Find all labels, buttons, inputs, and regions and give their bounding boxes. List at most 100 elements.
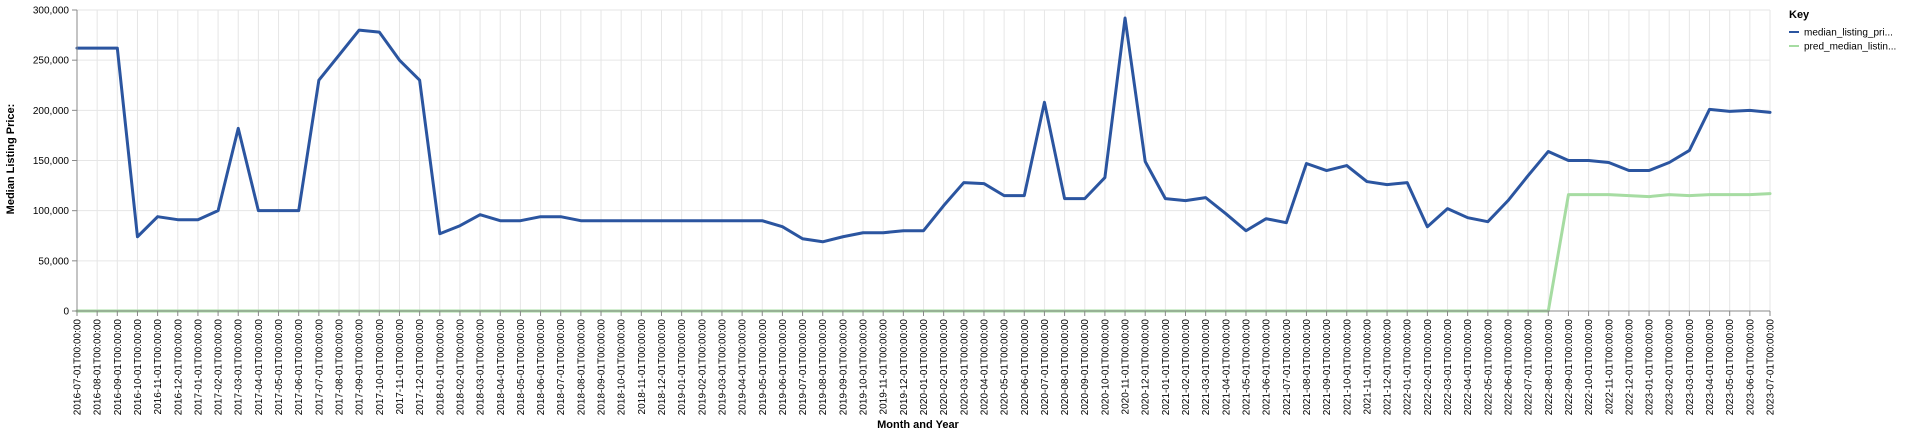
- y-axis-title: Median Listing Price:: [5, 104, 17, 215]
- x-tick-label: 2019-10-01T00:00:00: [859, 319, 870, 416]
- x-tick-label: 2019-01-01T00:00:00: [677, 319, 688, 416]
- x-tick-label: 2023-04-01T00:00:00: [1705, 319, 1716, 416]
- legend: Key median_listing_pri... pred_median_list…: [1789, 9, 1896, 53]
- x-tick-label: 2021-01-01T00:00:00: [1161, 319, 1172, 416]
- x-tick-label: 2018-07-01T00:00:00: [556, 319, 567, 416]
- x-tick-label: 2022-02-01T00:00:00: [1423, 319, 1434, 416]
- x-tick-label: 2022-11-01T00:00:00: [1604, 319, 1615, 415]
- x-tick-label: 2016-11-01T00:00:00: [153, 319, 164, 415]
- x-tick-label: 2017-05-01T00:00:00: [274, 319, 285, 416]
- x-tick-label: 2020-08-01T00:00:00: [1060, 319, 1071, 416]
- y-tick-label: 250,000: [33, 56, 70, 67]
- x-tick-label: 2020-11-01T00:00:00: [1121, 319, 1132, 415]
- x-tick-label: 2022-06-01T00:00:00: [1503, 319, 1514, 416]
- y-tick-label: 300,000: [33, 6, 70, 17]
- x-tick-label: 2020-07-01T00:00:00: [1040, 319, 1051, 416]
- x-tick-label: 2021-06-01T00:00:00: [1262, 319, 1273, 416]
- x-tick-label: 2020-03-01T00:00:00: [959, 319, 970, 416]
- x-tick-label: 2020-12-01T00:00:00: [1141, 319, 1152, 416]
- x-tick-label: 2018-09-01T00:00:00: [597, 319, 608, 416]
- x-tick-label: 2017-04-01T00:00:00: [254, 319, 265, 416]
- x-axis-title: Month and Year: [877, 419, 959, 431]
- y-tick-label: 200,000: [33, 106, 70, 117]
- legend-label: median_listing_pri...: [1804, 28, 1893, 39]
- legend-label: pred_median_listin...: [1804, 42, 1896, 53]
- x-tick-label: 2018-06-01T00:00:00: [536, 319, 547, 416]
- x-tick-label: 2017-09-01T00:00:00: [355, 319, 366, 416]
- x-tick-label: 2020-10-01T00:00:00: [1100, 319, 1111, 416]
- x-tick-label: 2023-02-01T00:00:00: [1665, 319, 1676, 416]
- x-tick-label: 2021-04-01T00:00:00: [1221, 319, 1232, 416]
- x-tick-label: 2017-08-01T00:00:00: [335, 319, 346, 416]
- x-tick-label: 2020-06-01T00:00:00: [1020, 319, 1031, 416]
- x-tick-label: 2021-10-01T00:00:00: [1342, 319, 1353, 416]
- x-tick-label: 2020-01-01T00:00:00: [919, 319, 930, 416]
- x-tick-label: 2022-10-01T00:00:00: [1584, 319, 1595, 416]
- x-tick-label: 2018-03-01T00:00:00: [476, 319, 487, 416]
- x-tick-label: 2018-12-01T00:00:00: [657, 319, 668, 416]
- x-tick-label: 2019-05-01T00:00:00: [758, 319, 769, 416]
- x-tick-label: 2023-05-01T00:00:00: [1725, 319, 1736, 416]
- x-tick-label: 2017-02-01T00:00:00: [214, 319, 225, 416]
- x-tick-label: 2017-07-01T00:00:00: [314, 319, 325, 416]
- x-tick-label: 2022-07-01T00:00:00: [1524, 319, 1535, 416]
- x-tick-label: 2019-08-01T00:00:00: [818, 319, 829, 416]
- x-tick-label: 2017-03-01T00:00:00: [234, 319, 245, 416]
- x-tick-label: 2022-12-01T00:00:00: [1624, 319, 1635, 416]
- x-tick-label: 2019-06-01T00:00:00: [778, 319, 789, 416]
- x-tick-label: 2019-02-01T00:00:00: [697, 319, 708, 416]
- x-tick-label: 2018-02-01T00:00:00: [455, 319, 466, 416]
- x-tick-label: 2018-04-01T00:00:00: [496, 319, 507, 416]
- x-tick-label: 2021-02-01T00:00:00: [1181, 319, 1192, 416]
- x-tick-label: 2022-01-01T00:00:00: [1403, 319, 1414, 416]
- x-tick-label: 2023-06-01T00:00:00: [1745, 319, 1756, 416]
- x-tick-label: 2019-03-01T00:00:00: [717, 319, 728, 416]
- y-tick-label: 100,000: [33, 206, 70, 217]
- x-tick-label: 2019-04-01T00:00:00: [738, 319, 749, 416]
- x-tick-label: 2021-12-01T00:00:00: [1383, 319, 1394, 416]
- x-tick-label: 2020-09-01T00:00:00: [1080, 319, 1091, 416]
- x-tick-label: 2016-07-01T00:00:00: [73, 319, 84, 416]
- y-tick-label: 150,000: [33, 156, 70, 167]
- x-tick-label: 2018-01-01T00:00:00: [435, 319, 446, 416]
- x-tick-label: 2021-08-01T00:00:00: [1302, 319, 1313, 416]
- x-tick-label: 2017-01-01T00:00:00: [193, 319, 204, 416]
- x-tick-label: 2022-09-01T00:00:00: [1564, 319, 1575, 416]
- x-tick-label: 2023-01-01T00:00:00: [1645, 319, 1656, 416]
- x-tick-label: 2018-08-01T00:00:00: [576, 319, 587, 416]
- x-tick-label: 2022-04-01T00:00:00: [1463, 319, 1474, 416]
- x-tick-label: 2020-05-01T00:00:00: [1000, 319, 1011, 416]
- x-tick-label: 2017-11-01T00:00:00: [395, 319, 406, 415]
- y-tick-label: 0: [63, 307, 69, 318]
- x-tick-label: 2018-10-01T00:00:00: [617, 319, 628, 416]
- x-tick-label: 2021-11-01T00:00:00: [1362, 319, 1373, 415]
- x-tick-label: 2017-12-01T00:00:00: [415, 319, 426, 416]
- x-tick-label: 2020-04-01T00:00:00: [979, 319, 990, 416]
- x-tick-label: 2021-07-01T00:00:00: [1282, 319, 1293, 416]
- x-tick-label: 2023-03-01T00:00:00: [1685, 319, 1696, 416]
- x-tick-label: 2019-12-01T00:00:00: [899, 319, 910, 416]
- x-tick-label: 2016-12-01T00:00:00: [173, 319, 184, 416]
- x-tick-label: 2022-08-01T00:00:00: [1544, 319, 1555, 416]
- x-tick-label: 2022-05-01T00:00:00: [1483, 319, 1494, 416]
- gridlines: [76, 9, 1771, 312]
- x-tick-label: 2018-11-01T00:00:00: [637, 319, 648, 415]
- x-tick-label: 2018-05-01T00:00:00: [516, 319, 527, 416]
- x-tick-label: 2022-03-01T00:00:00: [1443, 319, 1454, 416]
- x-tick-label: 2023-07-01T00:00:00: [1766, 319, 1777, 416]
- axes: 0 50,000 100,000 150,000 200,000 250,000 300,0…: [33, 6, 1777, 416]
- x-tick-label: 2016-10-01T00:00:00: [133, 319, 144, 416]
- x-tick-label: 2020-02-01T00:00:00: [939, 319, 950, 416]
- x-tick-label: 2017-06-01T00:00:00: [294, 319, 305, 416]
- x-tick-label: 2021-05-01T00:00:00: [1241, 319, 1252, 416]
- x-tick-label: 2019-11-01T00:00:00: [879, 319, 890, 415]
- x-tick-label: 2016-09-01T00:00:00: [113, 319, 124, 416]
- x-tick-label: 2019-07-01T00:00:00: [798, 319, 809, 416]
- x-tick-label: 2021-09-01T00:00:00: [1322, 319, 1333, 416]
- x-tick-label: 2017-10-01T00:00:00: [375, 319, 386, 416]
- series-line-1: [75, 16, 1772, 244]
- y-tick-label: 50,000: [38, 256, 69, 267]
- x-tick-label: 2019-09-01T00:00:00: [838, 319, 849, 416]
